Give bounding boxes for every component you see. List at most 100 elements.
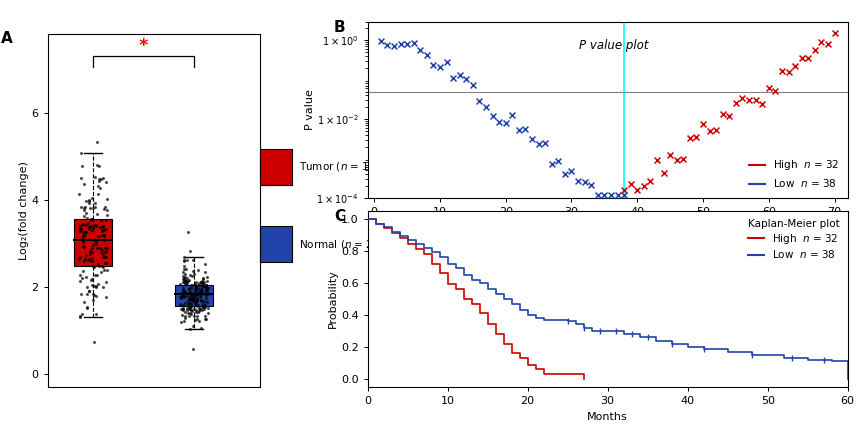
Point: [190, 312, 204, 319]
Point: [180, 306, 194, 313]
Point: [189, 290, 202, 297]
Point: [187, 313, 201, 319]
Point: [189, 303, 203, 310]
Point: [82, 200, 96, 206]
Point: [78, 232, 92, 239]
Point: [75, 274, 89, 281]
Point: [176, 284, 189, 291]
Legend: High  $n$ = 32, Low  $n$ = 38: High $n$ = 32, Low $n$ = 38: [745, 216, 843, 263]
Point: [184, 311, 198, 318]
Text: C: C: [334, 209, 345, 224]
Point: [194, 287, 208, 294]
Point: [194, 325, 208, 332]
Point: [532, 141, 546, 147]
Point: [96, 224, 110, 231]
Point: [193, 282, 207, 289]
Point: [492, 119, 506, 126]
Point: [92, 281, 106, 288]
Point: [199, 289, 213, 296]
Point: [86, 296, 100, 303]
Point: [782, 68, 796, 75]
Point: [199, 295, 213, 301]
Point: [76, 235, 90, 242]
Point: [193, 280, 207, 287]
Point: [186, 296, 200, 303]
Point: [96, 251, 110, 258]
Point: [97, 237, 111, 244]
X-axis label: # of patients: # of patients: [572, 222, 644, 232]
Point: [99, 178, 113, 185]
Point: [190, 316, 204, 323]
Point: [177, 317, 191, 324]
Point: [94, 249, 108, 255]
Point: [83, 251, 97, 258]
Point: [79, 222, 93, 229]
Point: [177, 258, 191, 264]
Point: [197, 304, 211, 311]
Point: [196, 280, 210, 286]
Point: [80, 304, 93, 311]
Point: [82, 198, 96, 205]
Point: [195, 302, 209, 309]
Point: [89, 236, 103, 243]
Point: [394, 40, 407, 47]
Point: [413, 46, 427, 53]
Point: [80, 284, 93, 291]
Point: [189, 282, 202, 289]
Point: [183, 288, 196, 295]
Point: [545, 160, 559, 167]
Point: [200, 274, 214, 281]
Point: [74, 223, 87, 230]
Point: [374, 38, 388, 45]
Point: [87, 203, 101, 210]
Point: [76, 237, 90, 243]
Point: [176, 276, 190, 283]
Point: [77, 243, 91, 250]
Point: [201, 310, 215, 317]
Point: [188, 286, 202, 293]
Point: [186, 292, 200, 299]
Point: [188, 281, 202, 288]
Point: [74, 271, 87, 278]
Text: A: A: [1, 31, 13, 46]
Point: [186, 295, 200, 302]
Point: [96, 264, 110, 270]
Point: [199, 284, 213, 291]
Point: [190, 267, 204, 273]
Point: [195, 288, 209, 295]
Point: [176, 286, 190, 293]
Point: [179, 278, 193, 285]
Point: [85, 217, 99, 224]
Point: [775, 68, 789, 75]
Point: [198, 316, 212, 322]
Point: [93, 184, 107, 191]
Bar: [260, 149, 292, 185]
Point: [201, 286, 215, 293]
Point: [479, 104, 493, 111]
Point: [79, 204, 93, 211]
Point: [183, 295, 196, 302]
Point: [598, 191, 612, 198]
Point: [177, 315, 191, 322]
Point: [97, 232, 111, 239]
Point: [85, 254, 99, 261]
Point: [762, 84, 776, 91]
Point: [95, 262, 109, 269]
Point: [176, 305, 190, 312]
Point: [183, 300, 196, 307]
Point: [188, 286, 202, 293]
Point: [91, 261, 105, 268]
Point: [426, 62, 440, 69]
Y-axis label: Probability: Probability: [328, 270, 338, 328]
Point: [815, 39, 829, 46]
Point: [195, 275, 209, 282]
Point: [194, 298, 208, 304]
Point: [696, 120, 710, 127]
Point: [89, 284, 103, 291]
Point: [185, 292, 199, 299]
Point: [183, 271, 197, 278]
Bar: [74, 219, 112, 266]
Point: [176, 274, 190, 281]
Point: [189, 283, 202, 289]
Point: [73, 312, 87, 319]
